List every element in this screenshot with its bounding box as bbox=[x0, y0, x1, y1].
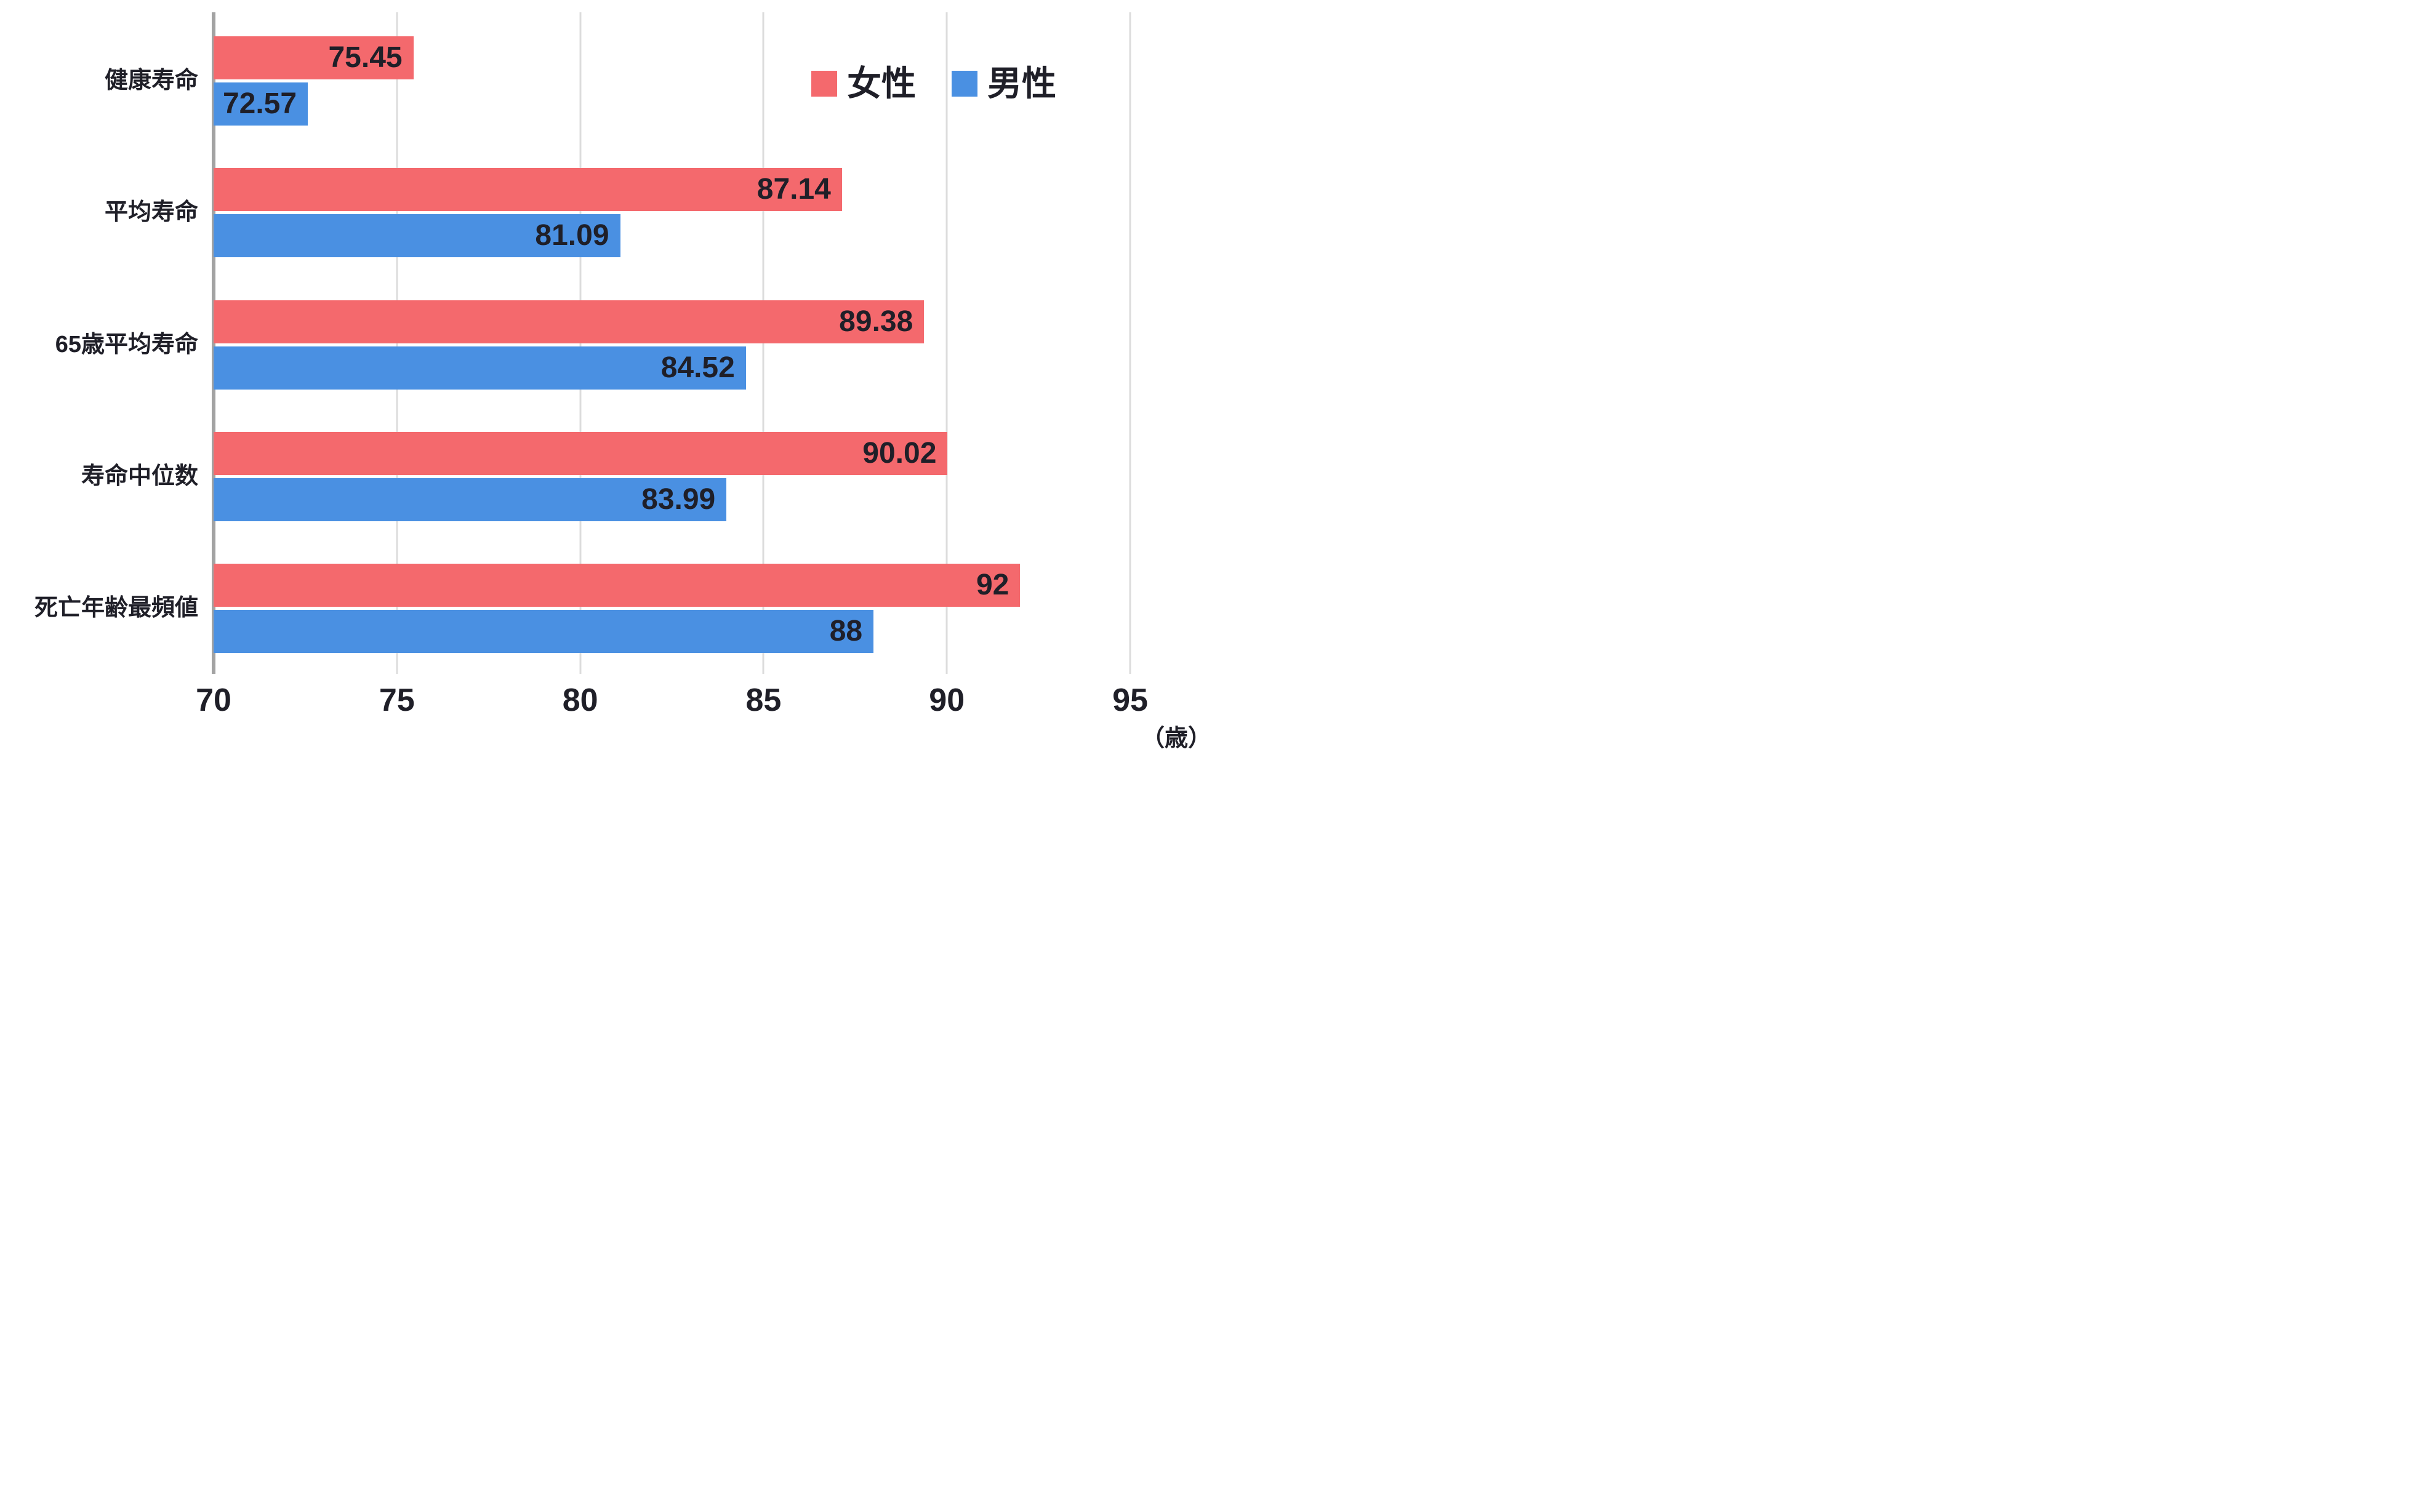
bar-male-1: 81.09 bbox=[214, 214, 620, 257]
legend: 女性 男性 bbox=[811, 66, 1056, 101]
category-label: 健康寿命 bbox=[104, 68, 198, 94]
bar-female-4: 92 bbox=[214, 564, 1021, 607]
x-tick-label: 85 bbox=[745, 682, 782, 718]
bar-male-2: 84.52 bbox=[214, 346, 746, 390]
gridline bbox=[1129, 12, 1131, 674]
bar-value-label: 75.45 bbox=[328, 41, 403, 74]
bar-value-label: 90.02 bbox=[862, 437, 937, 470]
bar-value-label: 72.57 bbox=[222, 87, 297, 120]
bar-male-3: 83.99 bbox=[214, 478, 727, 521]
gridline bbox=[945, 12, 948, 674]
bar-value-label: 89.38 bbox=[839, 305, 913, 338]
x-tick-label: 70 bbox=[196, 682, 231, 718]
female-series-swatch bbox=[811, 71, 837, 97]
bar-value-label: 92 bbox=[976, 569, 1009, 601]
x-axis-unit-label: （歳） bbox=[1141, 726, 1211, 751]
plot-area: 75.45 72.57 87.14 81.09 89.38 84.52 90.02 83.99… bbox=[212, 12, 1216, 674]
bar-value-label: 87.14 bbox=[756, 173, 831, 206]
legend-label-female: 女性 bbox=[847, 64, 916, 103]
life-expectancy-bar-chart: 健康寿命平均寿命 65歳平均寿命寿命中位数死亡年齢最頻値 75.45 72.57 87… bbox=[0, 0, 1216, 756]
bar-value-label: 83.99 bbox=[641, 483, 716, 516]
male-series-swatch bbox=[952, 71, 977, 97]
bar-female-1: 87.14 bbox=[214, 168, 842, 211]
x-tick-label: 95 bbox=[1112, 682, 1148, 718]
bar-male-0: 72.57 bbox=[214, 82, 308, 126]
bar-female-3: 90.02 bbox=[214, 432, 948, 475]
category-label: 平均寿命 bbox=[104, 199, 198, 225]
bar-value-label: 88 bbox=[829, 615, 863, 647]
legend-label-male: 男性 bbox=[987, 64, 1056, 103]
bar-value-label: 84.52 bbox=[660, 351, 735, 384]
category-label: 65歳平均寿命 bbox=[55, 332, 198, 358]
bar-female-0: 75.45 bbox=[214, 36, 414, 79]
legend-item-male: 男性 bbox=[952, 66, 1056, 101]
category-labels: 健康寿命平均寿命 65歳平均寿命寿命中位数死亡年齢最頻値 bbox=[0, 12, 198, 674]
x-tick-label: 75 bbox=[379, 682, 415, 718]
x-tick-label: 80 bbox=[562, 682, 598, 718]
bar-female-2: 89.38 bbox=[214, 300, 925, 343]
x-axis-tick-labels: 70 75 80 85 90 95 bbox=[196, 682, 1216, 727]
bar-male-4: 88 bbox=[214, 610, 874, 653]
legend-item-female: 女性 bbox=[811, 66, 916, 101]
x-tick-label: 90 bbox=[929, 682, 965, 718]
category-label: 寿命中位数 bbox=[81, 463, 198, 489]
bar-value-label: 81.09 bbox=[535, 219, 609, 252]
category-label: 死亡年齢最頻値 bbox=[34, 595, 198, 621]
